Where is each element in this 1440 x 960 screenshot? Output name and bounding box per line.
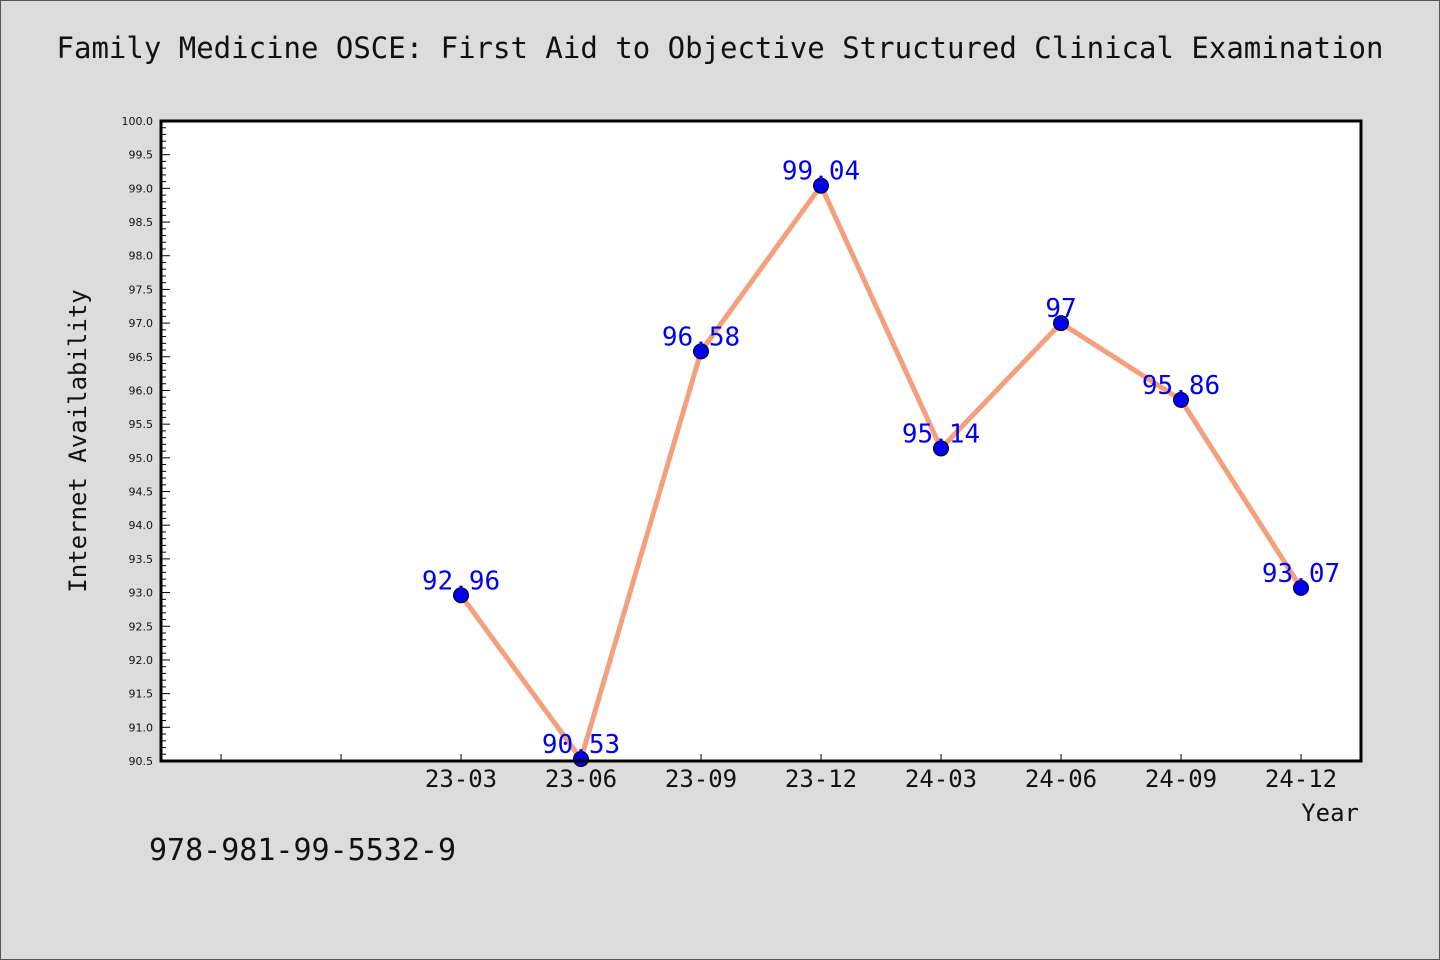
- y-tick-label: 93.5: [129, 553, 154, 566]
- data-label: 97: [1045, 294, 1076, 324]
- y-tick-label: 92.0: [129, 654, 154, 667]
- y-tick-label: 95.0: [129, 452, 154, 465]
- data-point: [1173, 391, 1189, 408]
- x-tick-label: 23-12: [785, 765, 857, 793]
- data-label: 96.58: [662, 322, 740, 352]
- data-point: [1293, 579, 1309, 596]
- x-axis-label: Year: [1301, 799, 1359, 827]
- y-tick-label: 98.0: [129, 250, 154, 263]
- data-label: 93.07: [1262, 559, 1340, 589]
- y-axis-label: Internet Availability: [64, 289, 92, 592]
- data-point: [453, 587, 469, 604]
- plot-area: [161, 121, 1361, 761]
- chart-title: Family Medicine OSCE: First Aid to Objec…: [56, 31, 1384, 65]
- data-point: [933, 440, 949, 457]
- x-tick-label: 24-03: [905, 765, 977, 793]
- data-label: 95.14: [902, 419, 980, 449]
- y-tick-label: 99.5: [129, 149, 154, 162]
- y-tick-label: 99.0: [129, 182, 154, 195]
- data-point: [813, 177, 829, 194]
- series-line: [458, 183, 1304, 762]
- x-tick-label: 23-06: [545, 765, 617, 793]
- y-tick-label: 98.5: [129, 216, 154, 229]
- y-tick-label: 96.0: [129, 384, 154, 397]
- y-tick-label: 97.0: [129, 317, 154, 330]
- y-tick-label: 90.5: [129, 755, 154, 768]
- data-point: [573, 750, 589, 767]
- x-tick-label: 23-03: [425, 765, 497, 793]
- y-tick-label: 94.5: [129, 486, 154, 499]
- data-label: 90.53: [542, 730, 620, 760]
- y-tick-label: 91.0: [129, 721, 154, 734]
- data-point: [1053, 315, 1069, 332]
- x-tick-label: 24-09: [1145, 765, 1217, 793]
- isbn-footer: 978-981-99-5532-9: [149, 833, 457, 868]
- x-tick-label: 24-12: [1265, 765, 1337, 793]
- data-label: 95.86: [1142, 371, 1220, 401]
- y-tick-label: 95.5: [129, 418, 154, 431]
- y-tick-label: 92.5: [129, 620, 154, 633]
- plot-frame: [159, 119, 1363, 763]
- x-tick-label: 24-06: [1025, 765, 1097, 793]
- y-tick-label: 91.5: [129, 688, 154, 701]
- y-tick-label: 100.0: [122, 115, 154, 128]
- data-point: [693, 343, 709, 360]
- x-tick-label: 23-09: [665, 765, 737, 793]
- y-tick-label: 97.5: [129, 283, 154, 296]
- y-tick-label: 96.5: [129, 351, 154, 364]
- y-tick-label: 94.0: [129, 519, 154, 532]
- data-label: 99.04: [782, 157, 860, 187]
- data-label: 92.96: [422, 566, 500, 596]
- y-tick-label: 93.0: [129, 587, 154, 600]
